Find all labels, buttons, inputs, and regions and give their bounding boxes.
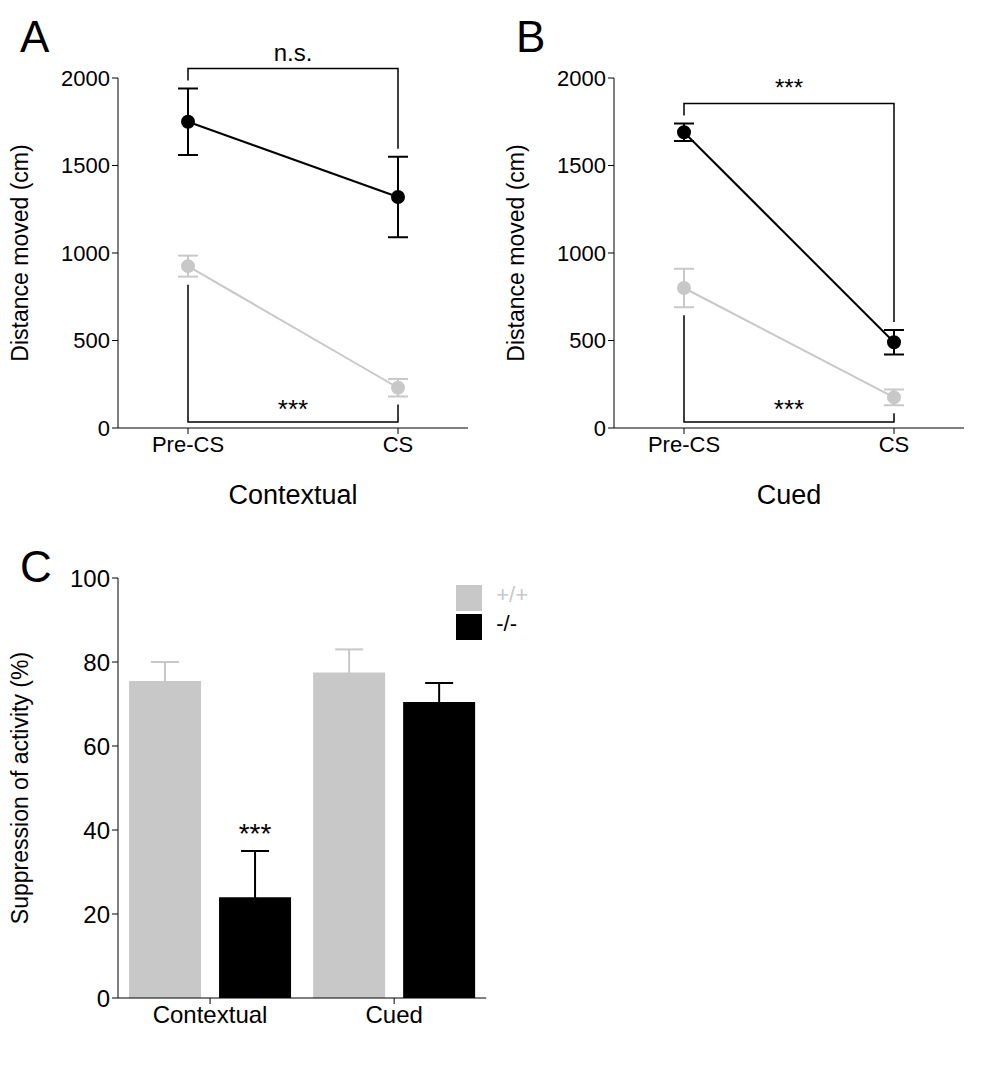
svg-text:B: B <box>516 12 545 61</box>
svg-text:Pre-CS: Pre-CS <box>648 432 720 457</box>
svg-text:1000: 1000 <box>557 241 606 266</box>
svg-text:CS: CS <box>383 432 414 457</box>
svg-text:40: 40 <box>83 817 110 844</box>
svg-text:80: 80 <box>83 649 110 676</box>
svg-text:n.s.: n.s. <box>274 39 313 66</box>
svg-text:0: 0 <box>97 985 110 1012</box>
svg-text:500: 500 <box>569 328 606 353</box>
svg-text:500: 500 <box>73 328 110 353</box>
svg-text:***: *** <box>239 818 272 849</box>
svg-text:Contextual: Contextual <box>153 1001 268 1028</box>
svg-text:CS: CS <box>879 432 910 457</box>
svg-text:1000: 1000 <box>61 241 110 266</box>
svg-text:***: *** <box>774 394 804 424</box>
svg-text:Contextual: Contextual <box>228 480 357 510</box>
svg-text:0: 0 <box>98 416 110 441</box>
svg-text:60: 60 <box>83 733 110 760</box>
svg-text:***: *** <box>278 394 308 424</box>
svg-text:Cued: Cued <box>757 480 822 510</box>
svg-text:1500: 1500 <box>61 153 110 178</box>
svg-text:Suppression of activity (%): Suppression of activity (%) <box>8 652 33 924</box>
svg-text:Pre-CS: Pre-CS <box>152 432 224 457</box>
svg-text:C: C <box>20 542 52 591</box>
svg-text:100: 100 <box>70 565 110 592</box>
svg-text:2000: 2000 <box>61 66 110 91</box>
svg-text:Distance moved (cm): Distance moved (cm) <box>8 144 33 361</box>
svg-text:0: 0 <box>594 416 606 441</box>
svg-text:20: 20 <box>83 901 110 928</box>
svg-text:Distance moved (cm): Distance moved (cm) <box>504 144 529 361</box>
svg-text:1500: 1500 <box>557 153 606 178</box>
svg-text:2000: 2000 <box>557 66 606 91</box>
svg-text:Cued: Cued <box>365 1001 422 1028</box>
svg-text:A: A <box>20 12 50 61</box>
svg-text:***: *** <box>775 74 803 101</box>
